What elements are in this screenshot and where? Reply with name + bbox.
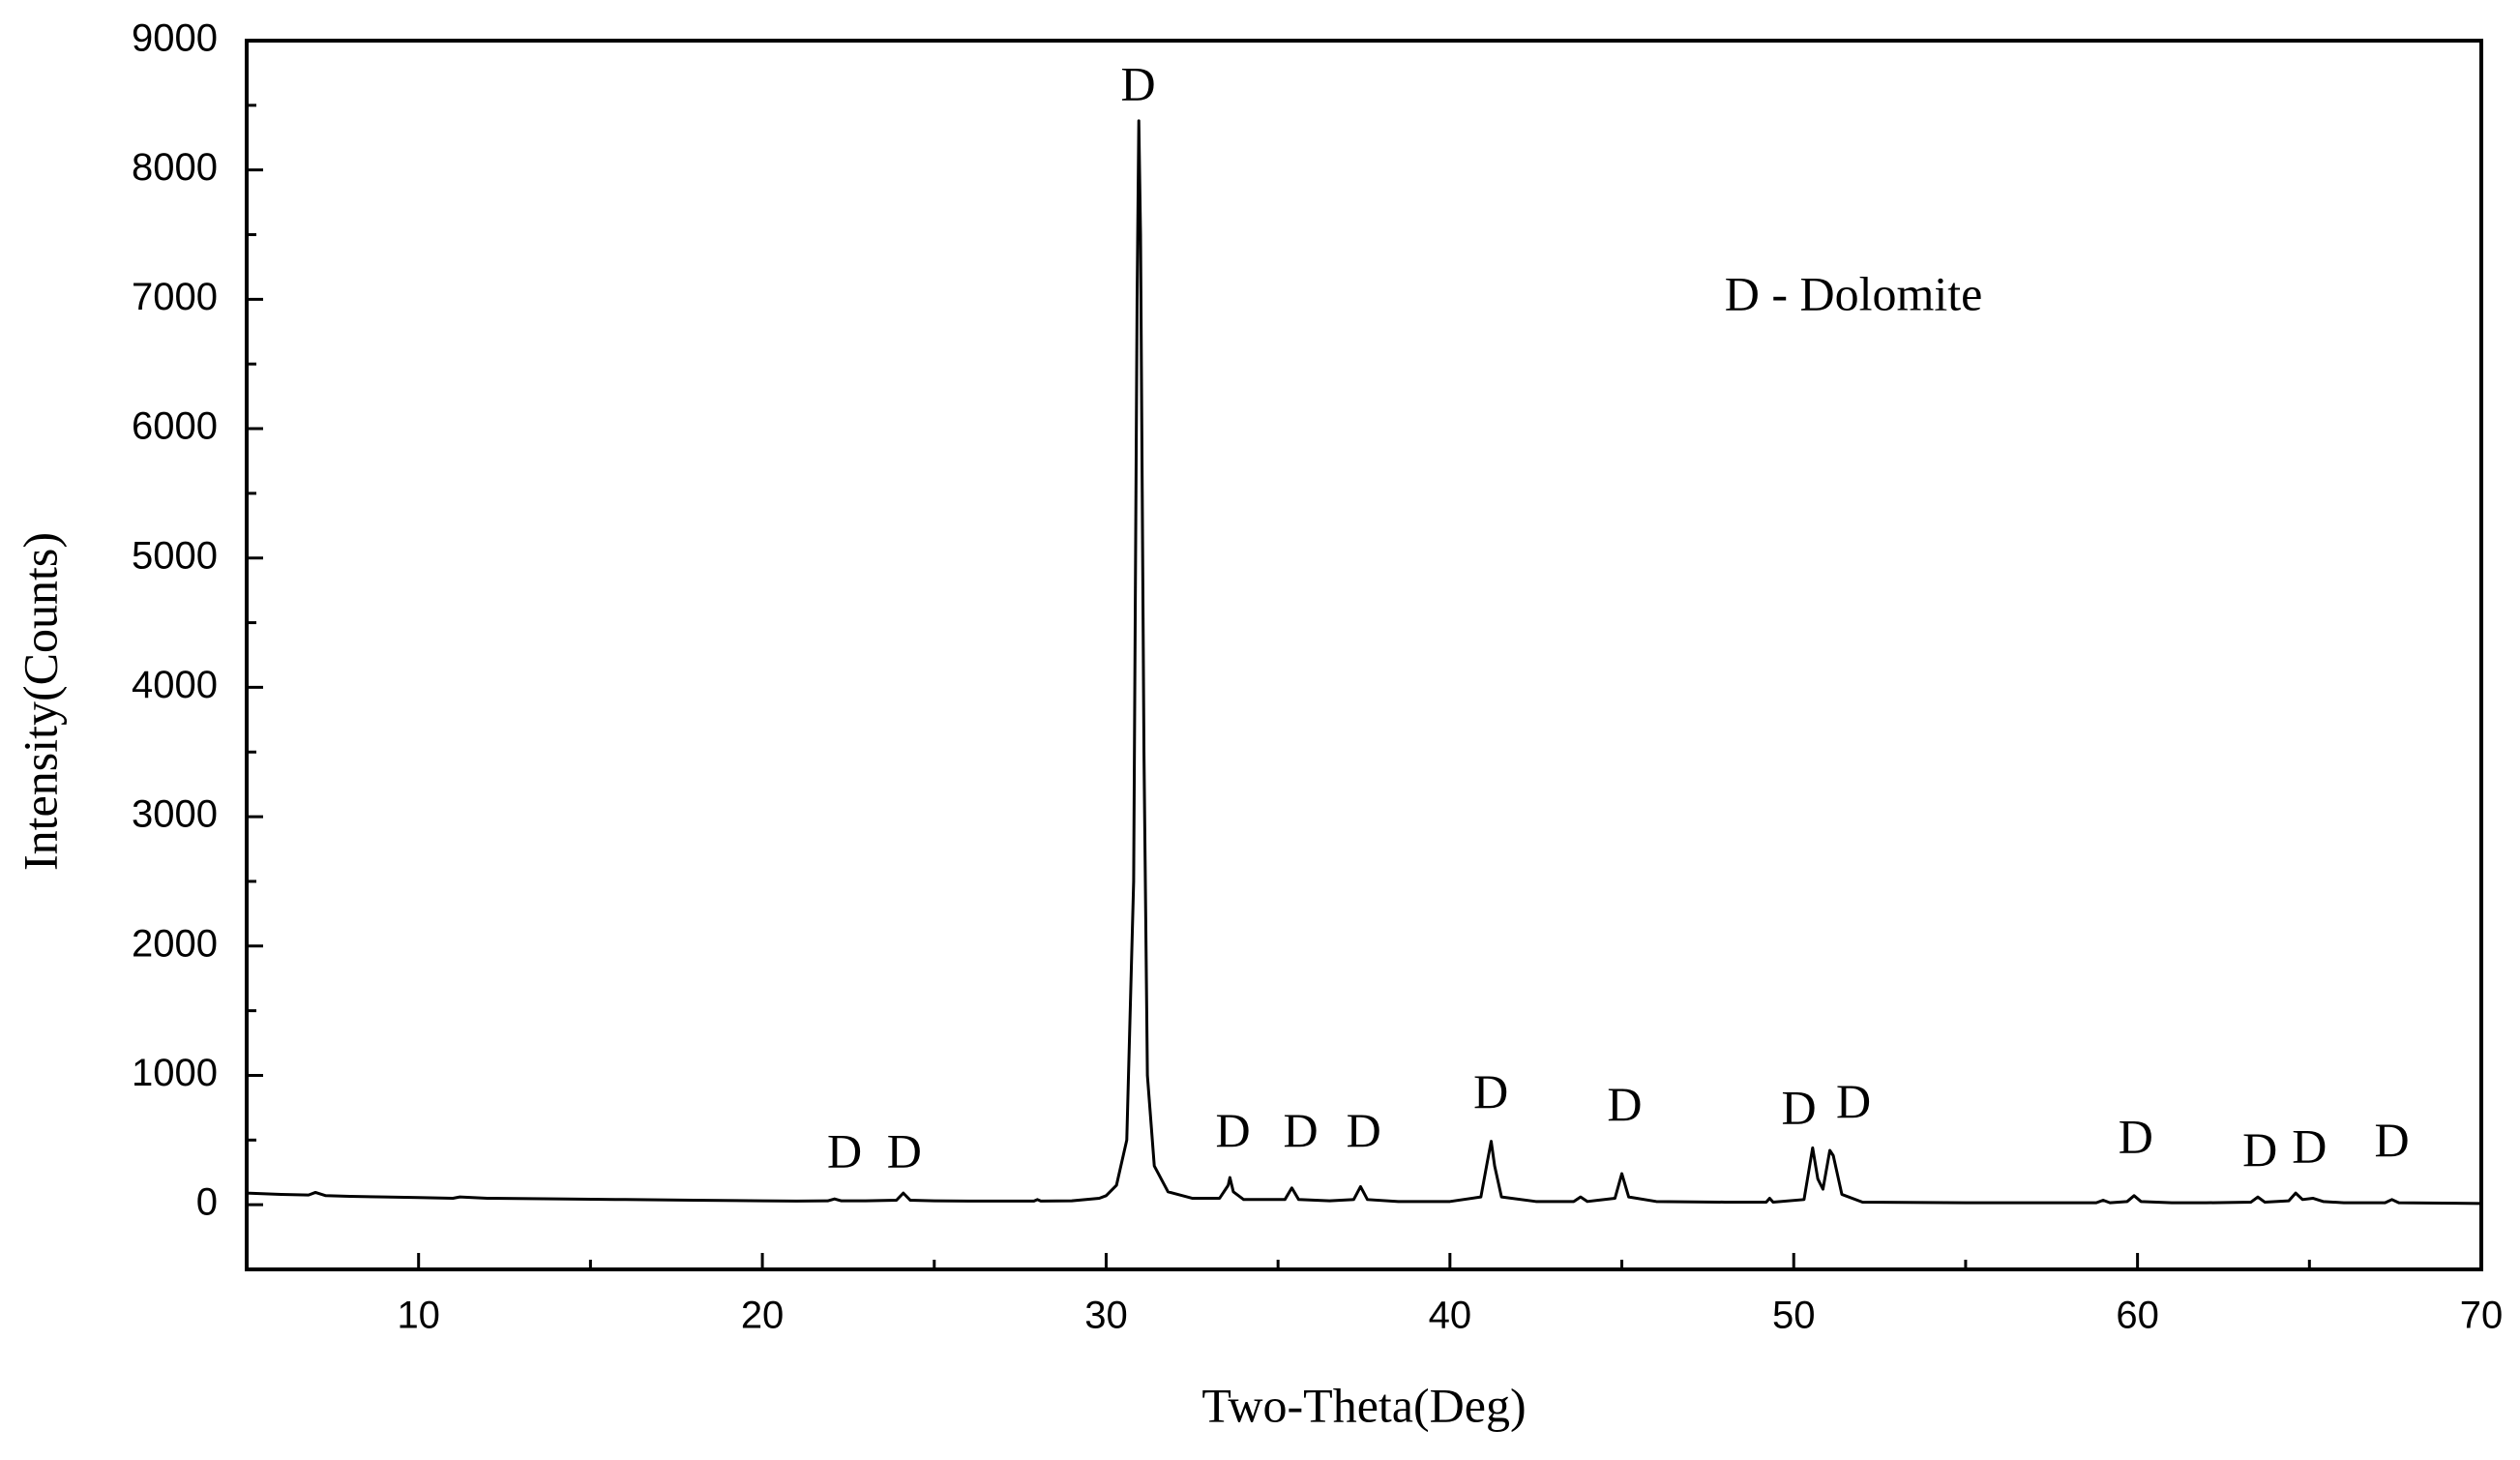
x-tick-label: 30 [1084,1295,1128,1337]
annotation: D [1347,1103,1381,1157]
annotation: D [827,1123,862,1177]
y-tick-label: 5000 [132,534,218,577]
annotation: D [887,1123,922,1177]
x-tick-label: 10 [397,1295,440,1337]
annotation: D [1216,1103,1251,1157]
y-tick-label: 8000 [132,146,218,189]
y-tick-label: 3000 [132,793,218,836]
annotation: D [1284,1103,1319,1157]
y-tick-label: 6000 [132,405,218,448]
x-tick-label: 70 [2460,1295,2504,1337]
data-line [246,119,2482,1206]
y-tick-label: 4000 [132,664,218,706]
y-tick-label: 7000 [132,276,218,318]
annotation: D [2242,1122,2277,1177]
annotation: D [1782,1080,1817,1134]
annotation: D [1120,56,1155,110]
annotation: D [2292,1119,2327,1174]
annotation: D [1836,1074,1871,1128]
x-axis-title: Two-Theta(Deg) [1201,1378,1526,1432]
x-tick-label: 60 [2116,1295,2159,1337]
y-tick-label: 1000 [132,1052,218,1094]
annotation: D - Dolomite [1725,266,1983,320]
y-tick-label: 0 [196,1181,218,1224]
y-tick-label: 9000 [132,17,218,60]
annotation: D [2119,1110,2153,1164]
x-tick-label: 50 [1772,1295,1816,1337]
annotation: D [1473,1064,1508,1118]
x-tick-label: 40 [1429,1295,1472,1337]
annotation: D [2375,1113,2410,1167]
annotation: D [1607,1077,1642,1131]
plot-frame [245,39,2483,1271]
x-tick-label: 20 [741,1295,785,1337]
y-tick-label: 2000 [132,922,218,965]
y-axis-title: Intensity(Counts) [13,532,67,871]
